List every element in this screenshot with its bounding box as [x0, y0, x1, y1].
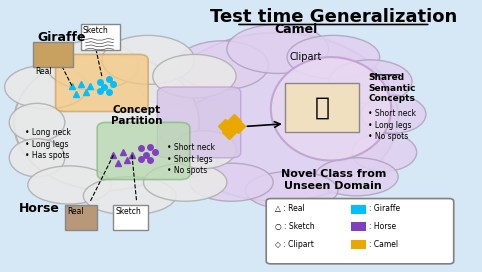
Ellipse shape	[287, 35, 380, 79]
Text: Novel Class from
Unseen Domain: Novel Class from Unseen Domain	[281, 169, 386, 191]
Text: 🐪: 🐪	[314, 95, 329, 119]
Text: ◇ : Clipart: ◇ : Clipart	[276, 240, 314, 249]
Ellipse shape	[245, 171, 338, 209]
Text: Shared
Semantic
Concepts: Shared Semantic Concepts	[368, 73, 415, 103]
Ellipse shape	[158, 33, 398, 201]
Ellipse shape	[153, 139, 217, 177]
FancyBboxPatch shape	[97, 122, 190, 180]
Ellipse shape	[315, 158, 398, 196]
Ellipse shape	[171, 131, 236, 169]
FancyBboxPatch shape	[55, 54, 148, 112]
FancyBboxPatch shape	[285, 83, 359, 132]
FancyBboxPatch shape	[158, 87, 241, 158]
Text: Clipart: Clipart	[289, 52, 322, 62]
Text: Test time Generalization: Test time Generalization	[210, 8, 457, 26]
FancyBboxPatch shape	[81, 24, 120, 50]
Text: Sketch: Sketch	[115, 207, 141, 216]
Text: Horse: Horse	[18, 202, 59, 215]
Ellipse shape	[9, 139, 65, 177]
Text: Giraffe: Giraffe	[37, 31, 85, 44]
Text: : Horse: : Horse	[369, 222, 396, 231]
Ellipse shape	[190, 163, 273, 201]
Ellipse shape	[83, 177, 176, 215]
Text: △ : Real: △ : Real	[276, 204, 305, 214]
Text: Sketch: Sketch	[83, 26, 108, 35]
Text: : Camel: : Camel	[369, 240, 398, 249]
FancyBboxPatch shape	[351, 205, 366, 214]
FancyBboxPatch shape	[0, 0, 468, 272]
Ellipse shape	[271, 57, 391, 160]
Text: ○ : Sketch: ○ : Sketch	[276, 222, 315, 231]
Ellipse shape	[9, 103, 65, 141]
Ellipse shape	[329, 60, 412, 103]
Ellipse shape	[102, 35, 194, 84]
Ellipse shape	[139, 68, 213, 106]
Ellipse shape	[28, 166, 111, 204]
Text: : Giraffe: : Giraffe	[369, 204, 400, 214]
Ellipse shape	[46, 41, 139, 90]
Ellipse shape	[5, 65, 88, 109]
FancyBboxPatch shape	[266, 199, 454, 264]
FancyBboxPatch shape	[33, 42, 73, 67]
FancyBboxPatch shape	[351, 240, 366, 249]
Ellipse shape	[153, 54, 236, 98]
Text: Concept
Partition: Concept Partition	[111, 105, 162, 126]
Text: Real: Real	[67, 207, 84, 216]
FancyBboxPatch shape	[351, 222, 366, 231]
Ellipse shape	[227, 24, 329, 73]
FancyBboxPatch shape	[65, 205, 97, 230]
FancyBboxPatch shape	[113, 205, 148, 230]
Ellipse shape	[176, 41, 268, 90]
Ellipse shape	[352, 133, 416, 171]
Text: Real: Real	[35, 67, 52, 76]
Text: • Short neck
• Long legs
• No spots: • Short neck • Long legs • No spots	[368, 109, 416, 141]
Ellipse shape	[361, 95, 426, 133]
Text: • Short neck
• Short legs
• No spots: • Short neck • Short legs • No spots	[167, 143, 214, 175]
Ellipse shape	[14, 54, 199, 190]
Text: • Long neck
• Long legs
• Has spots: • Long neck • Long legs • Has spots	[26, 128, 71, 160]
Ellipse shape	[144, 163, 227, 201]
Text: Camel: Camel	[275, 23, 318, 36]
